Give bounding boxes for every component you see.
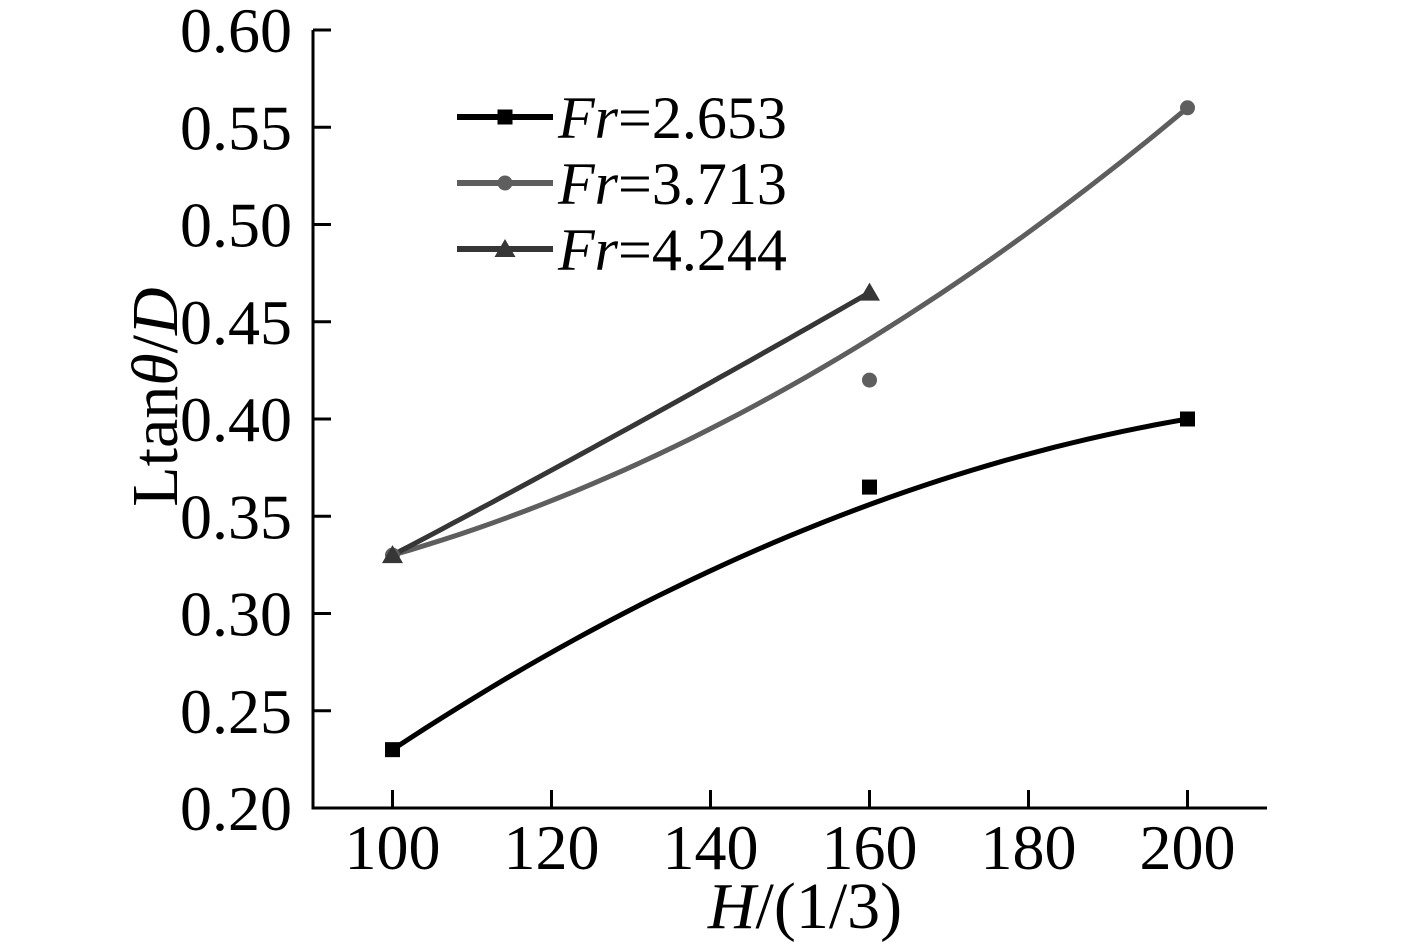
square-marker: [1180, 411, 1195, 427]
series-line-1: [390, 416, 1190, 753]
square-marker: [862, 479, 877, 495]
y-tick-label: 0.55: [180, 92, 292, 163]
circle-marker-legend: [497, 175, 513, 191]
circle-marker: [862, 372, 877, 388]
legend-label: Fr=4.244: [557, 217, 787, 283]
y-tick-label: 0.35: [180, 481, 292, 552]
x-tick-label: 120: [504, 812, 600, 883]
triangle-marker: [859, 282, 880, 301]
triangle-marker: [382, 545, 403, 564]
x-tick-label: 160: [822, 812, 918, 883]
y-tick-label: 0.45: [180, 287, 292, 358]
y-axis-title: Ltanθ/D: [119, 287, 192, 506]
legend-item-1: Fr=2.653: [457, 85, 787, 151]
y-tick-label: 0.60: [180, 0, 292, 66]
axis-titles-layer: H/(1/3) Ltanθ/D: [119, 287, 902, 943]
markers-layer: [382, 100, 1195, 758]
x-tick-label: 140: [663, 812, 759, 883]
legend-item-3: Fr=4.244: [457, 217, 787, 283]
x-tick-label: 180: [981, 812, 1077, 883]
x-tick-label: 200: [1140, 812, 1236, 883]
legend-label: Fr=2.653: [557, 85, 787, 151]
y-tick-label: 0.30: [180, 579, 292, 650]
circle-marker: [1180, 100, 1195, 116]
y-tick-label: 0.40: [180, 384, 292, 455]
x-tick-label: 100: [345, 812, 441, 883]
y-tick-label: 0.25: [180, 676, 292, 747]
y-tick-label: 0.20: [180, 773, 292, 844]
legend-label: Fr=3.713: [557, 151, 787, 217]
square-marker-legend: [497, 109, 513, 125]
series-line-2: [390, 105, 1190, 558]
series-layer: [390, 105, 1190, 753]
triangle-marker-legend: [494, 239, 516, 257]
axes-layer: 100 120 140 160 180 200 0.20 0.25 0.30 0.35 0.40 0.…: [180, 0, 1267, 883]
square-marker: [385, 742, 400, 758]
y-tick-label: 0.50: [180, 190, 292, 261]
legend-item-2: Fr=3.713: [457, 151, 787, 217]
series-line-3: [390, 290, 872, 558]
x-axis-title: H/(1/3): [707, 870, 902, 943]
